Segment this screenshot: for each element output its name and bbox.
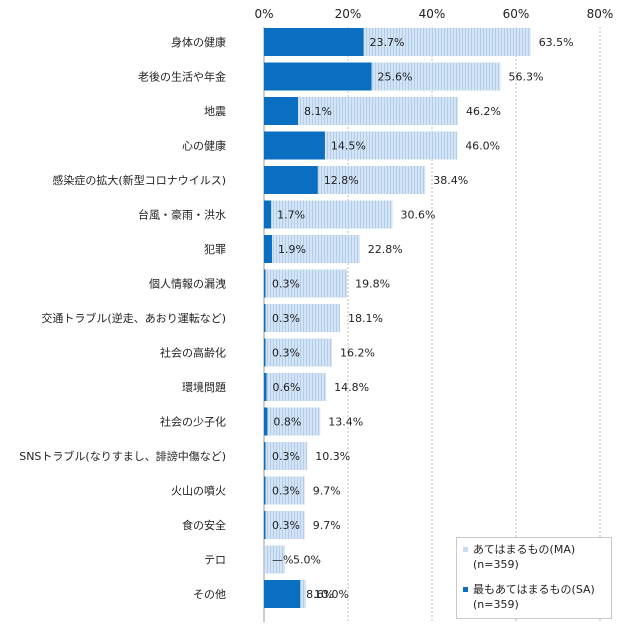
category-label: 身体の健康 [171, 35, 226, 49]
category-label: 老後の生活や年金 [138, 70, 226, 84]
data-label-sa: 0.6% [273, 381, 301, 394]
bar-sa [264, 200, 272, 229]
data-label-sa: 12.8% [324, 174, 359, 187]
bar-sa [264, 131, 325, 160]
category-label: 犯罪 [204, 243, 226, 256]
category-label: 社会の高齢化 [160, 346, 226, 360]
x-tick-label: 0% [254, 7, 273, 21]
bar-ma [264, 442, 308, 470]
data-label-ma: 30.6% [401, 209, 436, 222]
legend: あてはまるもの(MA)(n=359) 最もあてはまるもの(SA)(n=359) [456, 537, 612, 619]
bar-sa [264, 28, 364, 56]
x-tick-label: 40% [419, 7, 446, 21]
category-label: 台風・豪雨・洪水 [138, 208, 226, 222]
data-label-sa: 0.3% [272, 519, 300, 532]
bar-sa [264, 62, 372, 91]
data-label-ma: 9.7% [313, 485, 341, 498]
legend-swatch-ma [463, 547, 468, 552]
bar-sa [264, 338, 266, 367]
data-label-ma: 10.3% [315, 450, 350, 463]
bar-ma [264, 304, 341, 332]
category-label: その他 [193, 588, 226, 601]
x-tick-label: 60% [503, 7, 530, 21]
data-label-ma: 46.0% [465, 140, 500, 153]
data-label-sa: 1.9% [278, 243, 306, 256]
data-label-ma: 19.8% [355, 278, 390, 291]
data-label-sa: 23.7% [370, 36, 405, 49]
data-label-ma: 14.8% [334, 381, 369, 394]
bar-ma [264, 200, 393, 229]
category-label: 火山の噴火 [171, 485, 226, 498]
category-label: 交通トラブル(逆走、あおり運転など) [41, 311, 226, 325]
category-label: SNSトラブル(なりすまし、誹謗中傷など) [19, 449, 226, 463]
x-tick-label: 80% [587, 7, 614, 21]
bar-ma [264, 338, 333, 367]
category-label: 地震 [204, 105, 226, 118]
category-label: 社会の少子化 [160, 415, 226, 429]
data-label-ma: 10.0% [314, 588, 349, 601]
bar-sa [264, 476, 266, 505]
data-label-sa: 0.3% [272, 347, 300, 360]
data-label-ma: 18.1% [348, 312, 383, 325]
data-label-ma: 38.4% [433, 174, 468, 187]
legend-swatch-sa [463, 587, 468, 592]
legend-label-ma: あてはまるもの(MA)(n=359) [473, 543, 576, 571]
bar-ma [264, 476, 305, 505]
bar-sa [264, 166, 318, 194]
category-label: 環境問題 [182, 380, 226, 394]
data-label-sa: —% [272, 554, 293, 567]
bar-ma [264, 545, 285, 574]
data-label-ma: 46.2% [466, 105, 501, 118]
data-label-sa: 0.8% [273, 416, 301, 429]
bar-ma [264, 511, 305, 539]
data-label-sa: 1.7% [277, 209, 305, 222]
bar-sa [264, 580, 301, 608]
category-label: 感染症の拡大(新型コロナウイルス) [52, 173, 226, 187]
bar-ma [264, 407, 321, 436]
bar-ma [264, 373, 327, 401]
data-label-ma: 5.0% [293, 554, 321, 567]
data-label-sa: 8.6% [306, 588, 334, 601]
data-label-sa: 0.3% [272, 450, 300, 463]
bar-sa [264, 97, 299, 125]
data-label-sa: 14.5% [331, 140, 366, 153]
data-label-ma: 22.8% [368, 243, 403, 256]
category-label: 心の健康 [182, 139, 226, 153]
data-label-sa: 25.6% [378, 71, 413, 84]
bar-sa [264, 304, 266, 332]
category-label: テロ [204, 554, 226, 567]
data-label-ma: 9.7% [313, 519, 341, 532]
bar-sa [264, 269, 266, 298]
category-label: 個人情報の漏洩 [149, 277, 226, 291]
bar-sa [264, 407, 268, 436]
data-label-sa: 0.3% [272, 278, 300, 291]
data-label-ma: 63.5% [539, 36, 574, 49]
category-label: 食の安全 [182, 518, 226, 532]
bar-ma [264, 235, 360, 263]
data-label-sa: 0.3% [272, 485, 300, 498]
data-label-sa: 0.3% [272, 312, 300, 325]
data-label-ma: 56.3% [508, 71, 543, 84]
data-label-ma: 13.4% [328, 416, 363, 429]
bar-sa [264, 373, 267, 401]
data-label-sa: 8.1% [304, 105, 332, 118]
legend-label-sa: 最もあてはまるもの(SA)(n=359) [473, 583, 595, 611]
bar-sa [264, 442, 266, 470]
bar-sa [264, 511, 266, 539]
data-label-ma: 16.2% [340, 347, 375, 360]
bar-sa [264, 235, 272, 263]
bar-ma [264, 269, 348, 298]
x-tick-label: 20% [335, 7, 362, 21]
